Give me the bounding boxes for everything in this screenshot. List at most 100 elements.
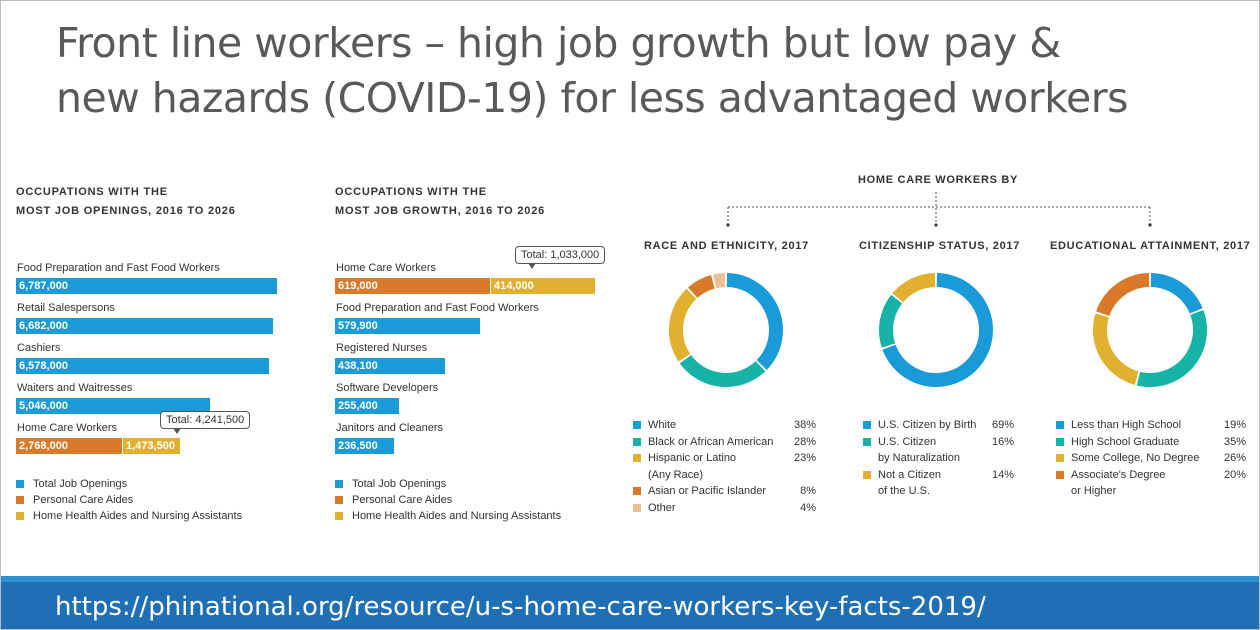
legend-percent: 38%: [793, 419, 816, 431]
legend-percent: 23%: [793, 452, 816, 465]
donut-slice: [688, 275, 716, 299]
bar-category-label: Food Preparation and Fast Food Workers: [17, 262, 220, 274]
legend-label: Less than High School: [1071, 419, 1182, 431]
legend-label: Personal Care Aides: [33, 494, 134, 506]
legend-label: Total Job Openings: [352, 478, 447, 490]
bar: [16, 398, 210, 414]
legend-label-continued: or Higher: [1071, 485, 1117, 498]
legend-item: Personal Care Aides: [16, 494, 133, 506]
bar: [16, 318, 273, 334]
donut-legend-row: Other 4%: [633, 500, 816, 517]
donut-slice: [892, 273, 936, 303]
openings-chart-title-line-1: OCCUPATIONS WITH THE: [16, 186, 168, 198]
bar: [16, 278, 277, 294]
bar-value-label: 438,100: [338, 360, 378, 372]
legend-label: High School Graduate: [1071, 435, 1180, 448]
donut-chart-title: CITIZENSHIP STATUS, 2017: [859, 240, 1021, 252]
footer-accent-strip: [1, 576, 1259, 582]
legend-label: Total Job Openings: [33, 478, 128, 490]
bar-value-label: 236,500: [338, 440, 378, 452]
donut-legend-row: U.S. Citizen by Naturalization 16%: [863, 434, 1014, 467]
legend-item: Total Job Openings: [16, 478, 127, 490]
legend-label-continued: by Naturalization: [878, 452, 960, 465]
legend-percent: 16%: [991, 435, 1014, 448]
legend-swatch: [633, 421, 641, 429]
bar: [335, 358, 445, 374]
title-line-1: Front line workers – high job growth but…: [56, 19, 1061, 67]
bar-category-label: Home Care Workers: [336, 262, 437, 274]
donut-slice: [1096, 273, 1150, 317]
legend-swatch: [335, 512, 343, 520]
donut-legend: Less than High School 19% High School Grad…: [1056, 417, 1246, 500]
legend-label: Personal Care Aides: [352, 494, 453, 506]
total-callout: Total: 4,241,500: [160, 411, 251, 434]
bar: [335, 438, 394, 454]
donut-slice: [879, 294, 903, 348]
legend-swatch: [1056, 421, 1064, 429]
legend-percent: 4%: [800, 501, 816, 514]
legend-swatch: [1056, 470, 1064, 479]
legend-swatch: [633, 487, 641, 496]
bar-category-label: Retail Salespersons: [17, 302, 115, 314]
legend-percent: 20%: [1223, 468, 1246, 481]
bar-value-label: 619,000: [338, 280, 378, 292]
donut-legend-row: Asian or Pacific Islander 8%: [633, 483, 816, 500]
legend-item: Total Job Openings: [335, 478, 446, 490]
donut-legend-row: Hispanic or Latino (Any Race) 23%: [633, 450, 816, 483]
legend-percent: 69%: [991, 419, 1014, 431]
legend-label: Home Health Aides and Nursing Assistants: [33, 510, 243, 522]
legend-swatch: [863, 470, 871, 479]
legend-swatch: [1056, 437, 1064, 446]
legend-label: Home Health Aides and Nursing Assistants: [352, 510, 562, 522]
legend-percent: 28%: [793, 435, 816, 448]
growth-chart-title: OCCUPATIONS WITH THE MOST JOB GROWTH, 20…: [335, 183, 545, 221]
slide-title: Front line workers – high job growth but…: [56, 16, 1236, 126]
bar-value-label: 6,787,000: [19, 280, 68, 292]
bar-category-label: Registered Nurses: [336, 342, 428, 354]
donut-slice: [1136, 309, 1207, 387]
legend-percent: 19%: [1223, 419, 1246, 431]
legend-label: Not a Citizen: [878, 468, 941, 481]
legend-swatch: [335, 480, 343, 488]
total-callout: Total: 1,033,000: [515, 246, 606, 269]
bar-category-label: Food Preparation and Fast Food Workers: [336, 302, 539, 314]
bar: [335, 318, 480, 334]
donut-slice: [726, 273, 783, 370]
donut-slice: [1093, 313, 1139, 385]
bar-value-label: 5,046,000: [19, 400, 68, 412]
legend-label: Other: [648, 501, 676, 514]
source-url[interactable]: https://phinational.org/resource/u-s-hom…: [55, 592, 986, 622]
donut-legend-row: White 38%: [633, 417, 816, 434]
legend-label: U.S. Citizen by Birth: [878, 419, 977, 431]
bar-category-label: Janitors and Cleaners: [336, 422, 444, 434]
donut-chart-title: RACE AND ETHNICITY, 2017: [644, 240, 809, 252]
bar-category-label: Cashiers: [17, 342, 61, 354]
legend-percent: 14%: [991, 468, 1014, 481]
donut-slice: [669, 288, 697, 362]
donut-slice: [882, 273, 993, 387]
bar-value-label: 255,400: [338, 400, 378, 412]
donut-legend: White 38% Black or African American 28% Hisp…: [633, 417, 816, 517]
legend-swatch: [16, 512, 24, 520]
growth-chart-title-line-1: OCCUPATIONS WITH THE: [335, 186, 487, 198]
bar-value-label: 6,682,000: [19, 320, 68, 332]
legend-swatch: [1056, 454, 1064, 463]
donut-slice: [1150, 273, 1203, 314]
legend-label: Black or African American: [648, 435, 774, 448]
legend-swatch: [633, 454, 641, 463]
bar: [335, 278, 490, 294]
legend-percent: 35%: [1223, 435, 1246, 448]
donut-chart-title: EDUCATIONAL ATTAINMENT, 2017: [1050, 240, 1251, 252]
bar-category-label: Home Care Workers: [17, 422, 118, 434]
legend-percent: 26%: [1223, 452, 1246, 465]
legend-item: Personal Care Aides: [335, 494, 452, 506]
legend-swatch: [863, 437, 871, 446]
legend-label: Some College, No Degree: [1071, 452, 1200, 465]
legend-item: Home Health Aides and Nursing Assistants: [16, 510, 242, 522]
bar-category-label: Software Developers: [336, 382, 439, 394]
callout-pointer: [528, 263, 536, 269]
legend-item: Home Health Aides and Nursing Assistants: [335, 510, 561, 522]
bar-value-label: 2,768,000: [19, 440, 68, 452]
footer-bar: [1, 582, 1259, 629]
